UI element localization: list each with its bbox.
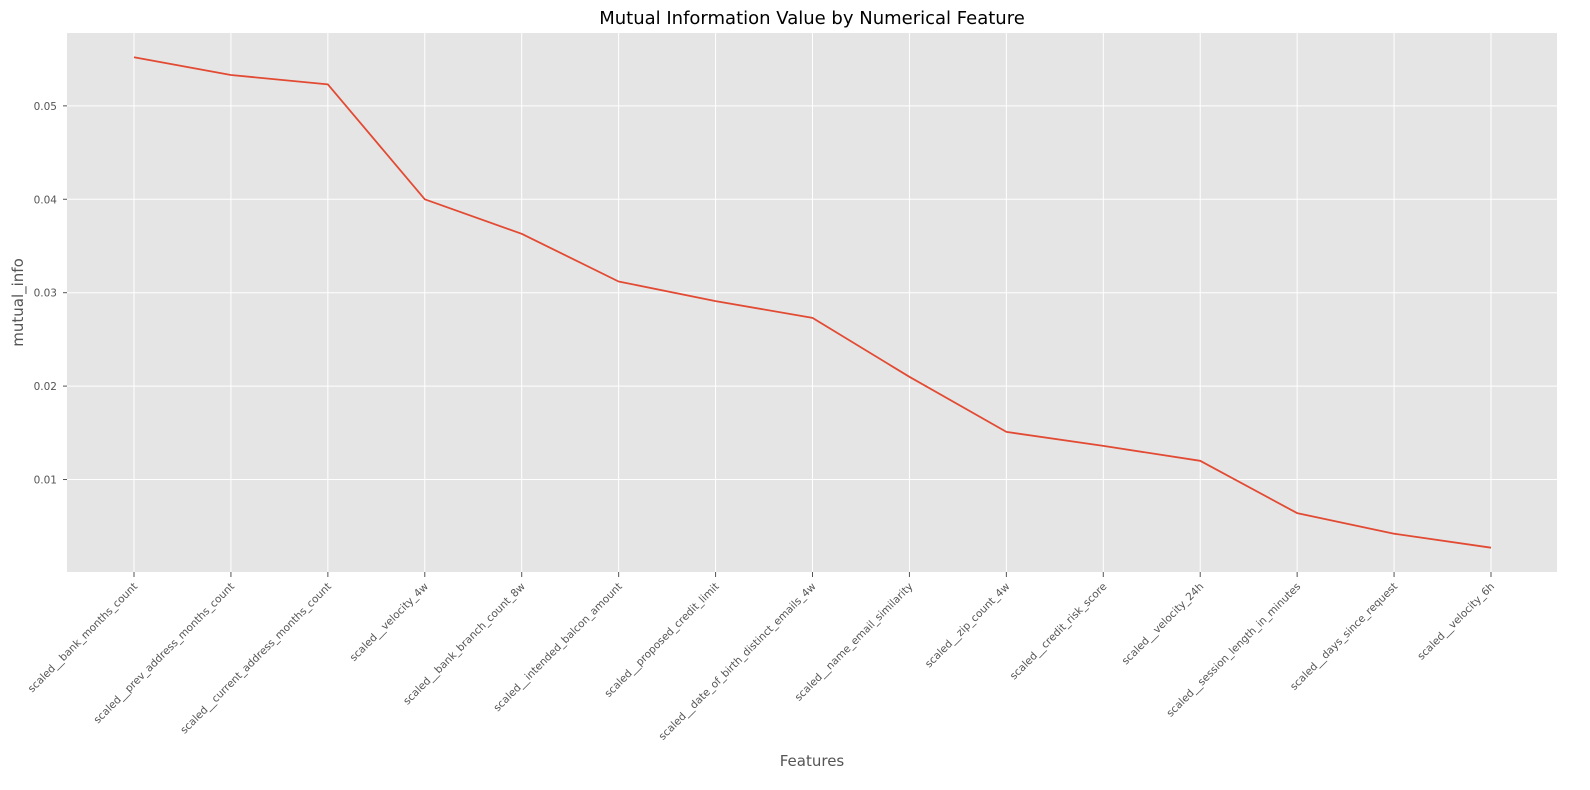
grid-lines — [67, 33, 1557, 572]
chart-title: Mutual Information Value by Numerical Fe… — [599, 8, 1025, 29]
series-line — [133, 56, 1492, 549]
x-tick-label: scaled__velocity_6h — [1415, 581, 1497, 663]
series-layer — [133, 56, 1492, 549]
y-tick-label: 0.03 — [34, 288, 57, 300]
y-tick-label: 0.01 — [34, 475, 57, 487]
x-tick-label: scaled__zip_count_4w — [923, 580, 1013, 670]
tick-marks — [63, 105, 1492, 577]
x-tick-label: scaled__credit_risk_score — [1008, 581, 1110, 683]
x-tick-label: scaled__bank_months_count — [26, 581, 140, 695]
x-tick-label: scaled__name_email_similarity — [793, 581, 916, 704]
y-tick-label: 0.02 — [34, 381, 57, 393]
x-tick-label: scaled__date_of_birth_distinct_emails_4w — [657, 580, 819, 742]
x-tick-label: scaled__current_address_months_count — [178, 581, 334, 737]
y-tick-label: 0.05 — [34, 101, 57, 113]
x-tick-label: scaled__velocity_4w — [348, 580, 432, 664]
y-axis-label: mutual_info — [9, 258, 28, 347]
x-tick-label: scaled__proposed_credit_limit — [602, 581, 721, 700]
x-tick-label: scaled__velocity_24h — [1120, 581, 1207, 668]
x-tick-label: scaled__days_since_request — [1288, 581, 1400, 693]
y-tick-labels: 0.01 0.02 0.03 0.04 0.05 — [34, 101, 58, 487]
x-tick-labels: scaled__bank_months_countscaled__prev_ad… — [26, 580, 1497, 742]
y-tick-label: 0.04 — [34, 194, 58, 206]
x-axis-label: Features — [780, 752, 845, 770]
